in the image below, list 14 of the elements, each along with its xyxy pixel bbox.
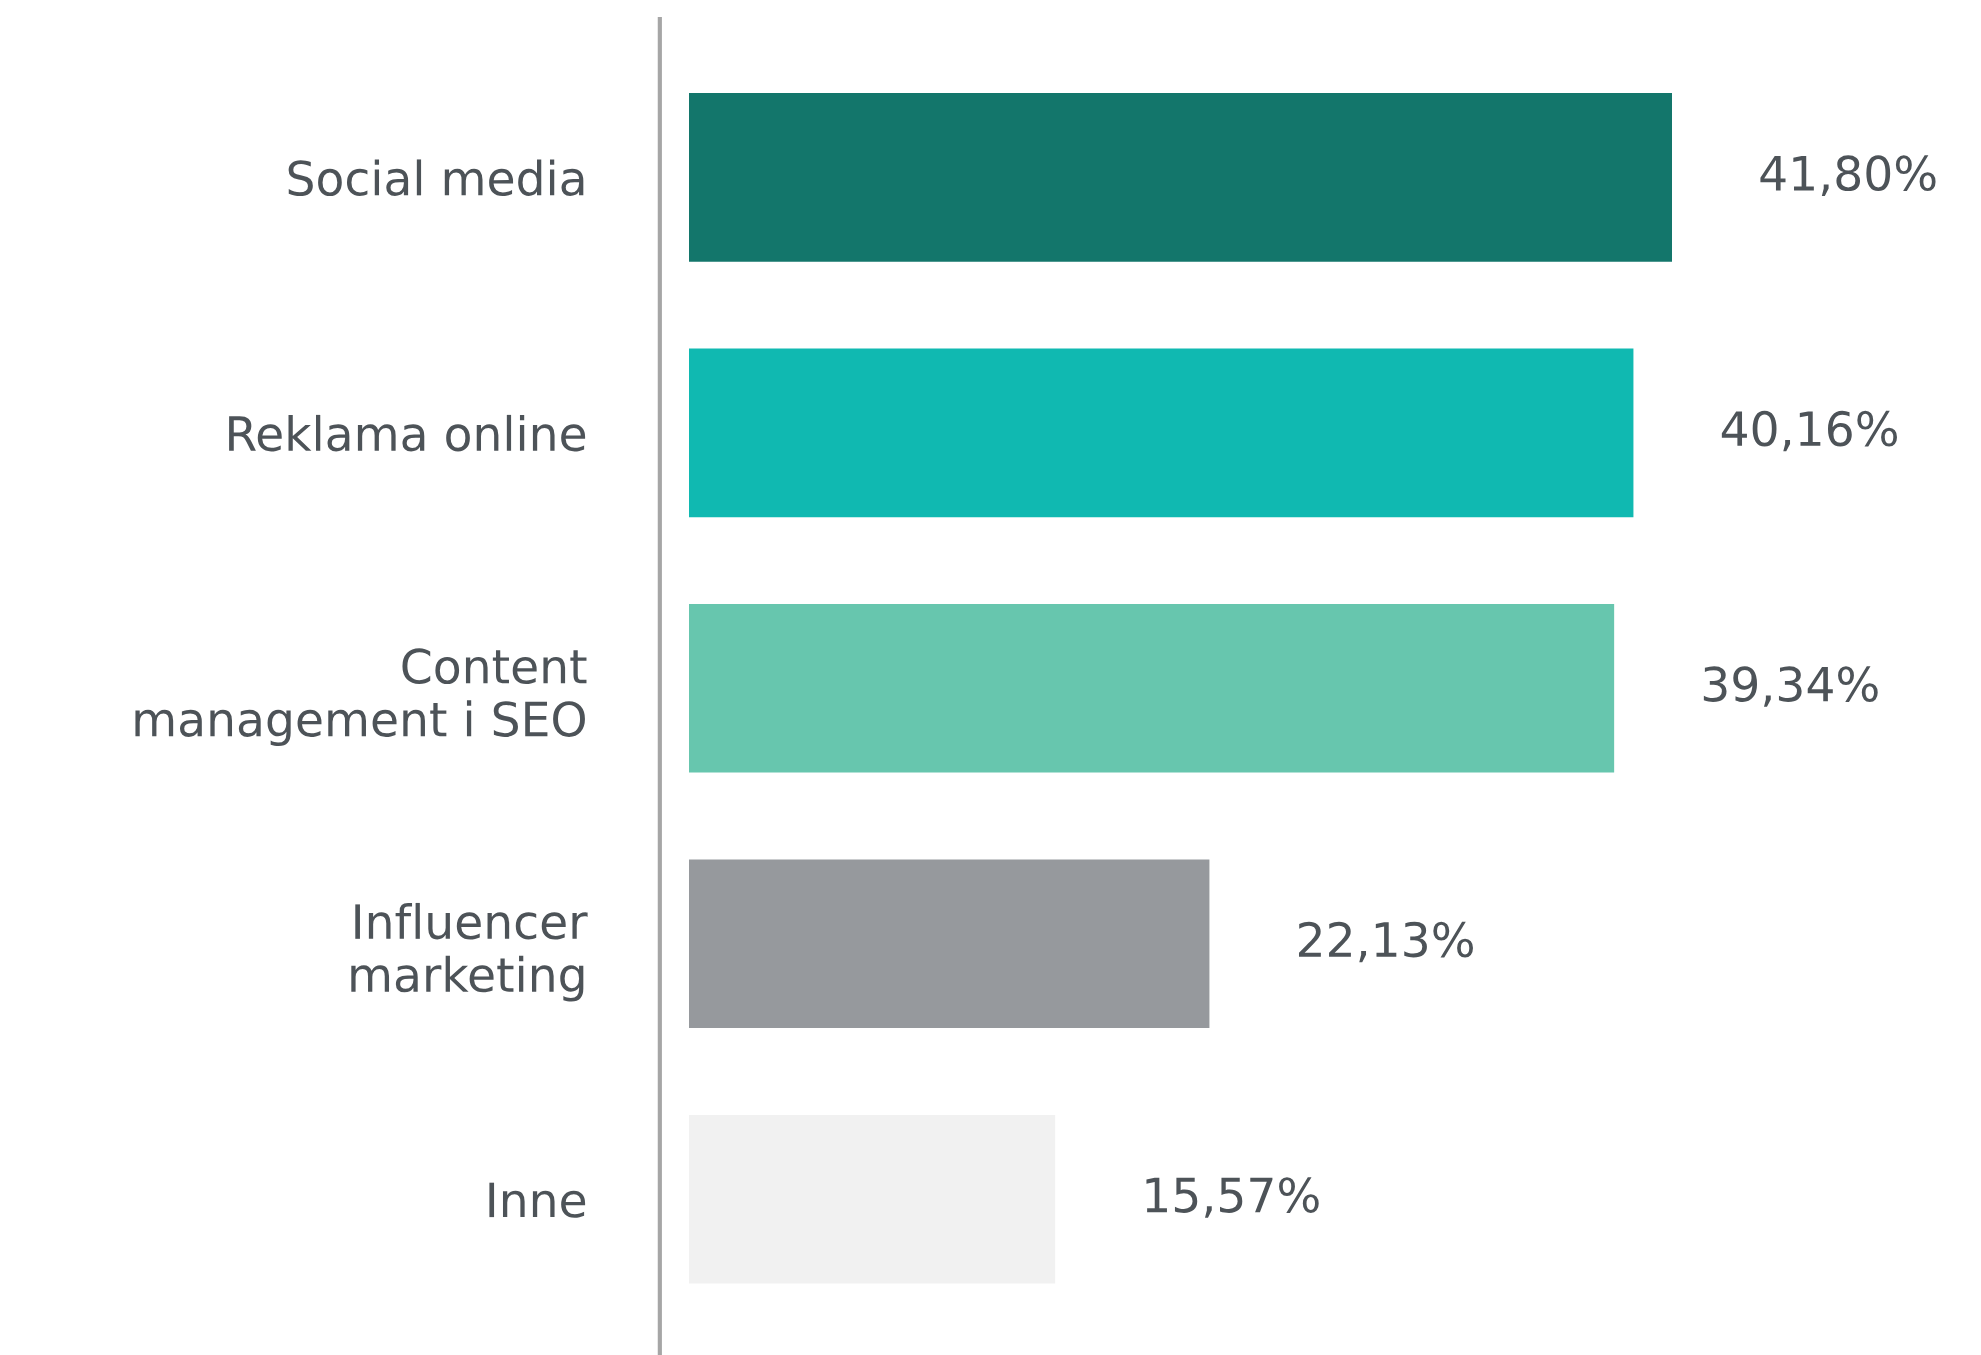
y-tick-label: Inne	[489, 1182, 586, 1218]
bar	[689, 603, 1615, 773]
bar	[689, 348, 1634, 518]
data-label: 40,16%	[1721, 410, 1897, 452]
data-label: 22,13%	[1299, 921, 1473, 963]
data-label: 39,34%	[1703, 666, 1878, 707]
data-label: 41,80%	[1760, 155, 1936, 196]
bar	[689, 93, 1672, 262]
y-tick-label: Social media	[288, 159, 584, 196]
y-tick-label: Reklama online	[229, 414, 586, 452]
data-label: 15,57%	[1146, 1177, 1319, 1218]
bar	[689, 859, 1210, 1029]
y-tick-label: Influencer marketing	[351, 902, 588, 1002]
y-tick-label: Content management i SEO	[135, 648, 587, 747]
